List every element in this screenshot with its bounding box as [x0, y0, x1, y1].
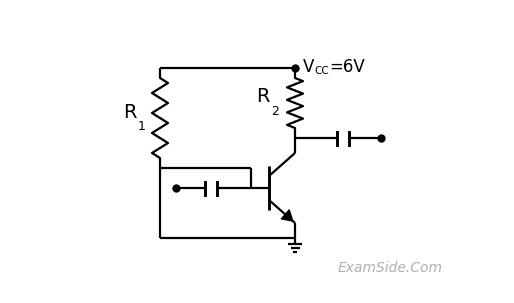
Text: CC: CC — [314, 66, 329, 76]
Text: =6V: =6V — [329, 58, 365, 76]
Text: R: R — [123, 102, 137, 122]
Text: 2: 2 — [271, 105, 279, 118]
Text: 1: 1 — [138, 120, 146, 133]
Text: R: R — [256, 88, 270, 106]
Text: V: V — [303, 58, 315, 76]
Text: ExamSide.Com: ExamSide.Com — [338, 261, 443, 275]
Polygon shape — [281, 210, 293, 221]
